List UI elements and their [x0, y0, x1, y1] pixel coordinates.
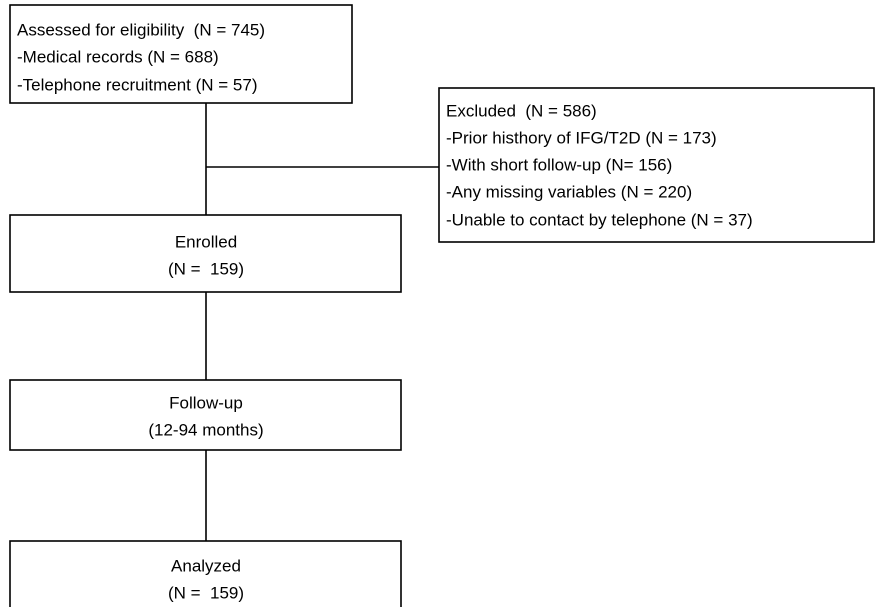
node-text: Analyzed: [171, 556, 241, 575]
node-text: Follow-up: [169, 393, 243, 412]
enrolled-box: [9, 214, 402, 293]
node-text: -Medical records (N = 688): [17, 47, 219, 66]
node-text: -Unable to contact by telephone (N = 37): [446, 210, 753, 229]
analyzed-box: [9, 540, 402, 607]
node-text: Enrolled: [175, 232, 237, 251]
node-text: Assessed for eligibility (N = 745): [17, 20, 265, 39]
assessed-box: [9, 4, 353, 104]
node-text: (N = 159): [168, 583, 244, 602]
follow-up-box: [9, 379, 402, 451]
node-text: -Prior histhory of IFG/T2D (N = 173): [446, 128, 717, 147]
excluded-box: [438, 87, 875, 243]
node-text: -Any missing variables (N = 220): [446, 182, 692, 201]
node-text: -With short follow-up (N= 156): [446, 155, 672, 174]
node-text: (12-94 months): [148, 420, 263, 439]
node-text: Excluded (N = 586): [446, 101, 597, 120]
node-text: -Telephone recruitment (N = 57): [17, 75, 257, 94]
node-text: (N = 159): [168, 259, 244, 278]
